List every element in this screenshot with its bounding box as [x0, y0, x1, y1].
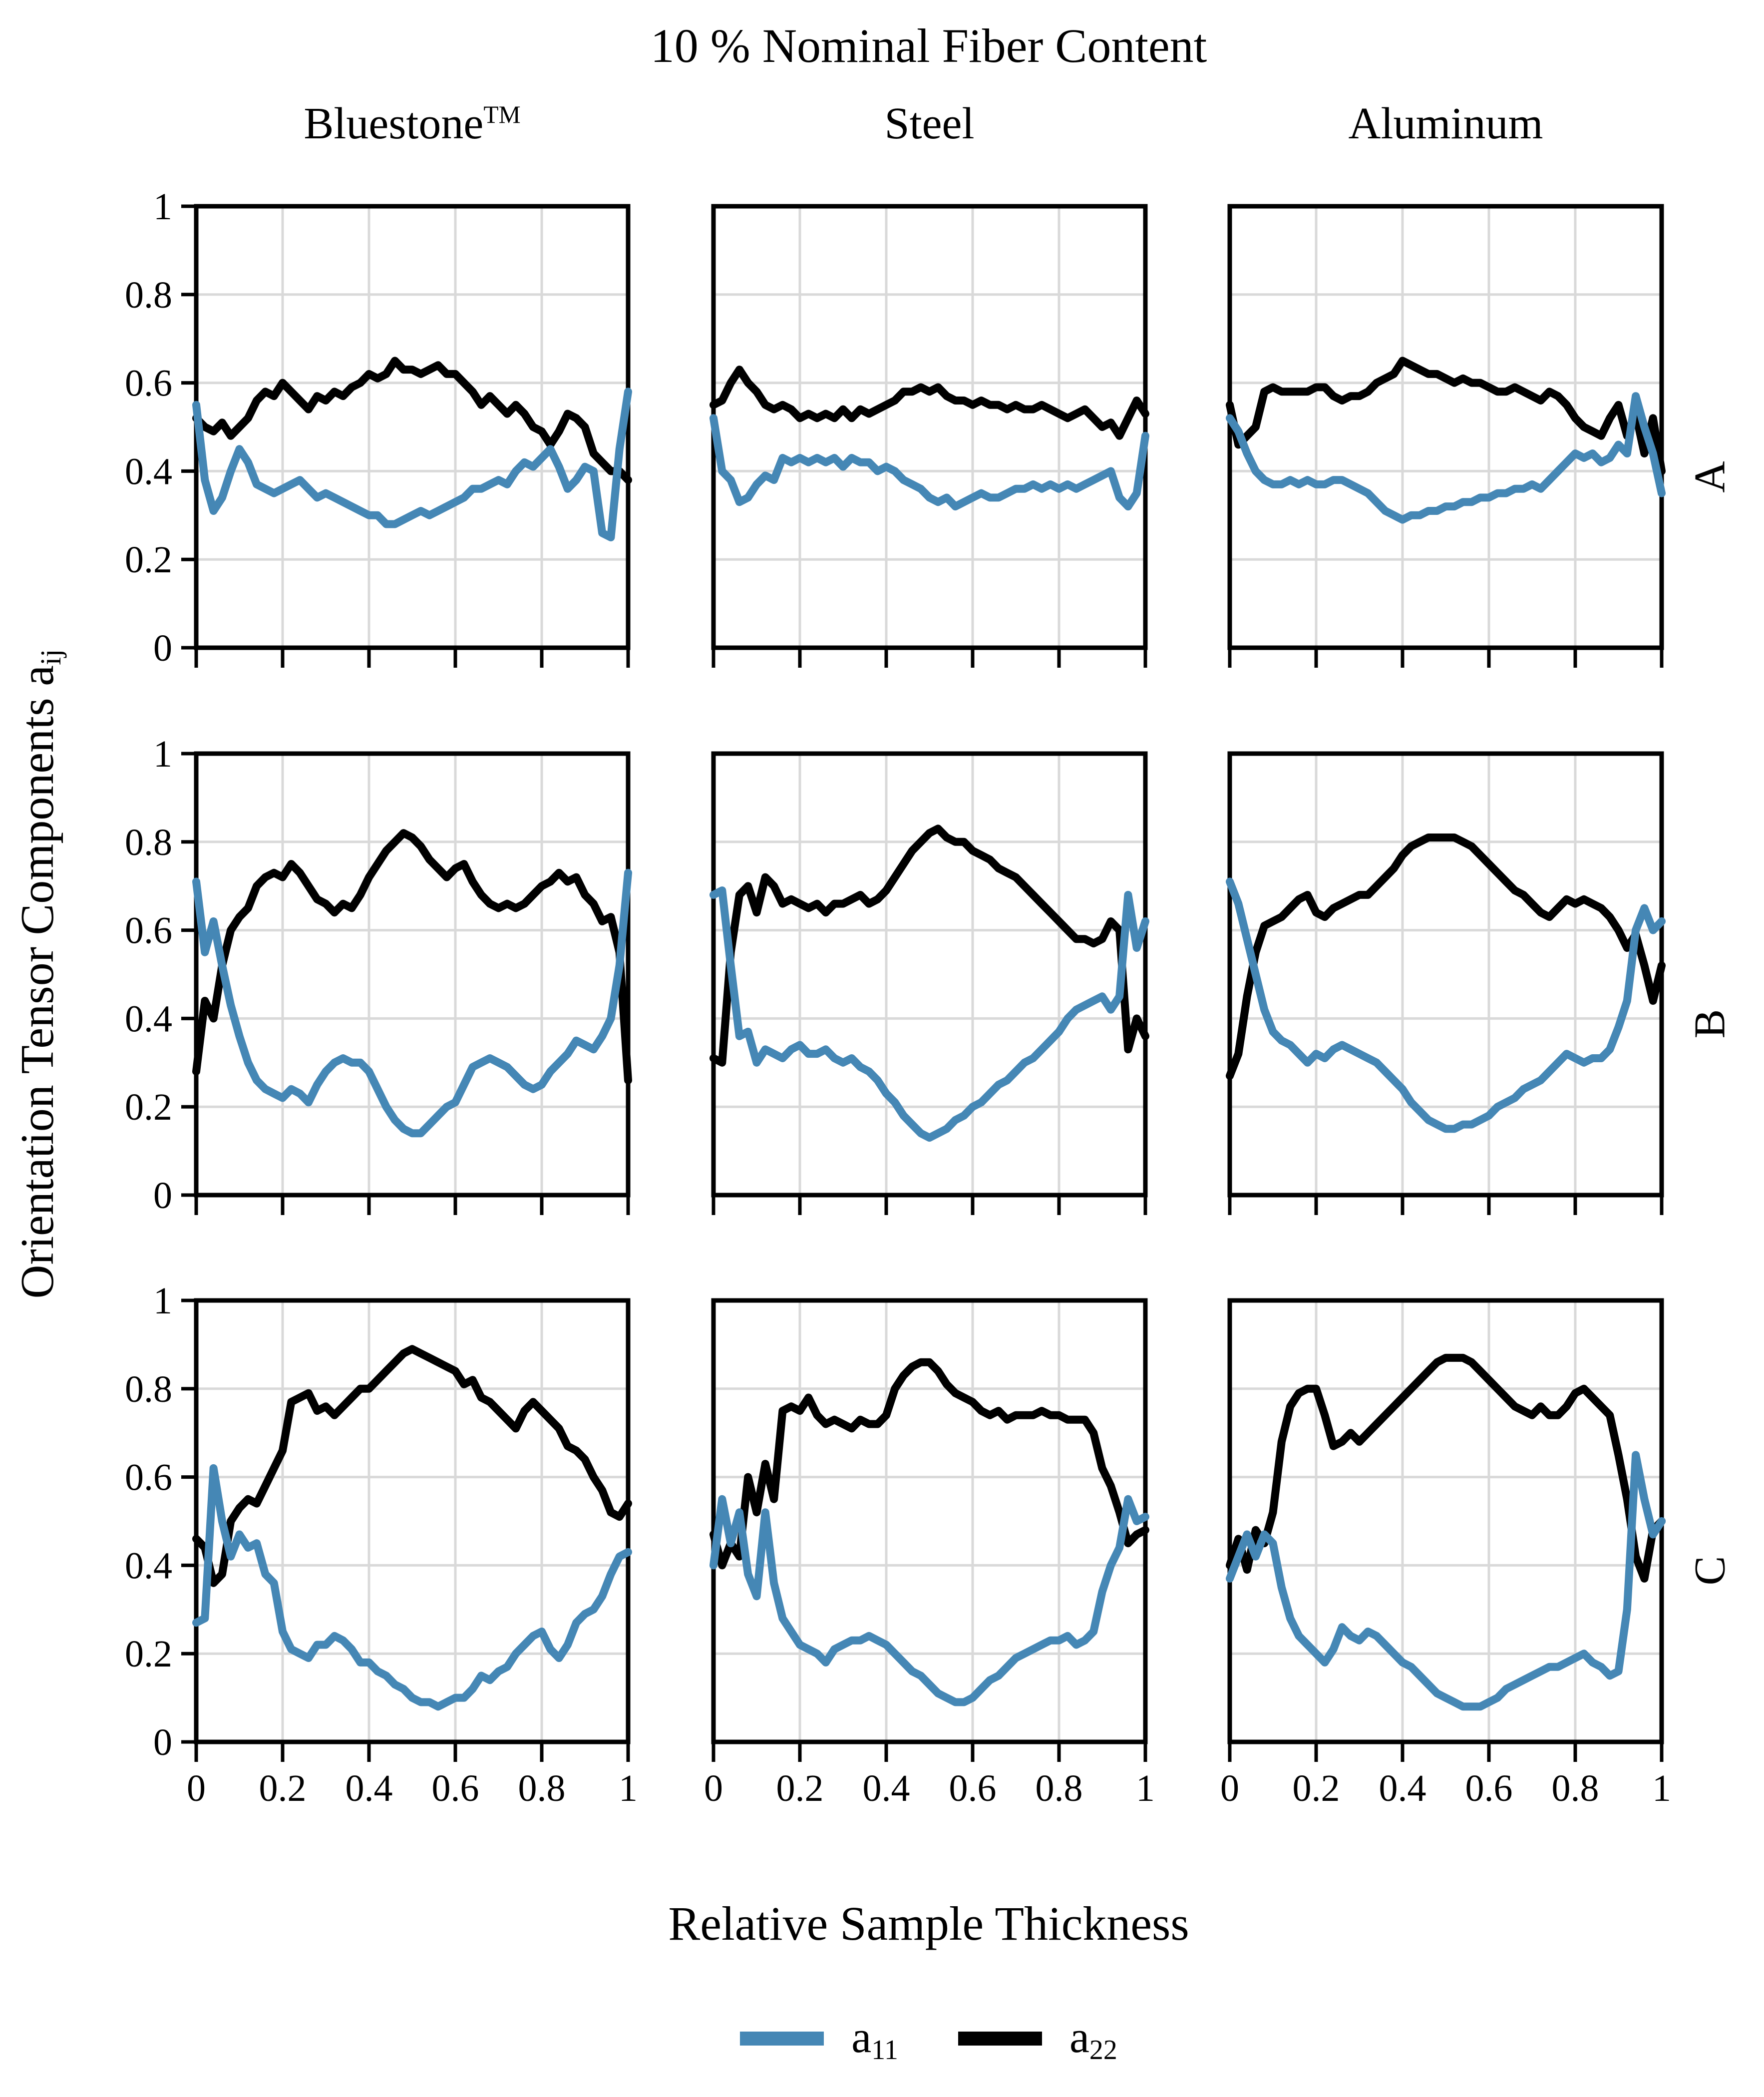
- plot-border: [194, 751, 631, 1198]
- y-tick-label: 0.8: [125, 274, 172, 316]
- a11-line-swatch: [740, 2032, 824, 2046]
- y-tick-label: 0.6: [125, 1457, 172, 1499]
- y-tick-label: 0.8: [125, 1368, 172, 1410]
- series-a11-line: [1226, 877, 1666, 1133]
- row-label-a: A: [1686, 461, 1735, 493]
- y-tick-label: 0.6: [125, 363, 172, 405]
- subplot-b-steel: [709, 751, 1149, 1215]
- subplot-a-aluminum: [1226, 204, 1666, 668]
- x-tick-label: 0.4: [863, 1767, 910, 1809]
- y-tick-label: 0.6: [125, 910, 172, 952]
- row-label-b: B: [1686, 1009, 1735, 1039]
- x-tick-label: 0.6: [432, 1767, 479, 1809]
- series-a11-line: [709, 414, 1149, 511]
- x-tick-label: 1: [619, 1767, 638, 1809]
- x-tick-label: 0.2: [259, 1767, 307, 1809]
- plot-border: [711, 751, 1148, 1198]
- y-tick-label: 0.2: [125, 1633, 172, 1675]
- subplot-b-aluminum: [1226, 751, 1666, 1215]
- series-a11-line: [709, 1495, 1149, 1706]
- x-tick-label: 0: [1220, 1767, 1239, 1809]
- series-a11-line: [192, 1464, 632, 1711]
- x-axis-title: Relative Sample Thickness: [668, 1897, 1189, 1950]
- y-tick-label: 0: [153, 1175, 172, 1217]
- y-tick-label: 0.4: [125, 1545, 172, 1587]
- x-tick-label: 0.2: [1293, 1767, 1340, 1809]
- x-tick-label: 0.6: [1465, 1767, 1513, 1809]
- x-tick-label: 0.8: [518, 1767, 566, 1809]
- x-tick-label: 0.4: [346, 1767, 393, 1809]
- series-a22-line: [1226, 834, 1666, 1080]
- series-a22-line: [709, 366, 1149, 440]
- plot-border: [194, 1298, 631, 1744]
- subplot-c-aluminum: 0 0.2 0.4 0.6 0.8 1: [1220, 1298, 1671, 1809]
- y-tick-label: 0.2: [125, 1086, 172, 1128]
- y-tick-label: 0: [153, 627, 172, 669]
- x-tick-label: 0.8: [1036, 1767, 1083, 1809]
- legend-item-a11: a11: [740, 2012, 898, 2066]
- row-label-c: C: [1686, 1556, 1735, 1586]
- subplot-c-steel: 0 0.2 0.4 0.6 0.8 1: [704, 1298, 1155, 1809]
- subplot-a-bluestone: 1 0.8 0.6 0.4 0.2 0: [125, 186, 632, 669]
- x-tick-label: 0.6: [949, 1767, 997, 1809]
- trademark-superscript: TM: [483, 101, 521, 128]
- series-a22-line: [192, 1345, 632, 1587]
- y-tick-label: 0.2: [125, 539, 172, 581]
- series-a22-line: [709, 1358, 1149, 1570]
- y-tick-label: 0.8: [125, 822, 172, 863]
- plot-border: [1227, 1298, 1664, 1744]
- series-a22-line: [1226, 357, 1666, 475]
- y-axis-title: Orientation Tensor Components aij: [11, 649, 67, 1299]
- series-a11-line: [192, 388, 632, 541]
- y-tick-label: 0.4: [125, 450, 172, 492]
- x-tick-label: 0: [187, 1767, 206, 1809]
- column-header-bluestone: BluestoneTM: [196, 98, 628, 163]
- y-tick-label: 1: [153, 1280, 172, 1322]
- column-header-aluminum: Aluminum: [1230, 98, 1662, 163]
- subplot-b-bluestone: 1 0.8 0.6 0.4 0.2 0: [125, 733, 632, 1217]
- column-header-bluestone-label: Bluestone: [304, 99, 484, 148]
- figure-title: 10 % Nominal Fiber Content: [650, 19, 1207, 72]
- x-tick-label: 1: [1136, 1767, 1155, 1809]
- plot-border: [711, 204, 1148, 650]
- legend: a11 a22: [196, 2012, 1661, 2066]
- series-a22-line: [709, 825, 1149, 1067]
- x-tick-label: 0.4: [1379, 1767, 1426, 1809]
- y-tick-label: 1: [153, 186, 172, 228]
- y-tick-label: 0: [153, 1721, 172, 1763]
- x-tick-label: 0: [704, 1767, 723, 1809]
- series-a11-line: [192, 868, 632, 1138]
- legend-label-a11: a11: [851, 2013, 898, 2066]
- series-a22-line: [1226, 1353, 1666, 1583]
- series-a22-line: [192, 357, 632, 484]
- series-a11-line: [1226, 1451, 1666, 1711]
- y-tick-label: 1: [153, 733, 172, 775]
- series-a11-line: [1226, 392, 1666, 524]
- plot-border: [1227, 204, 1664, 650]
- column-header-steel: Steel: [713, 98, 1145, 163]
- series-a11-line: [709, 886, 1149, 1142]
- x-tick-label: 0.8: [1552, 1767, 1599, 1809]
- series-a22-line: [192, 829, 632, 1085]
- a22-line-swatch: [958, 2032, 1042, 2046]
- x-tick-label: 1: [1652, 1767, 1671, 1809]
- subplot-a-steel: [709, 204, 1149, 668]
- y-tick-label: 0.4: [125, 998, 172, 1040]
- column-header-aluminum-label: Aluminum: [1348, 99, 1543, 148]
- legend-item-a22: a22: [958, 2012, 1117, 2066]
- x-tick-label: 0.2: [776, 1767, 824, 1809]
- subplot-c-bluestone: 1 0.8 0.6 0.4 0.2 0 0 0.2 0.4 0.6 0.8 1: [125, 1280, 638, 1809]
- legend-label-a22: a22: [1069, 2013, 1117, 2066]
- column-header-steel-label: Steel: [884, 99, 975, 148]
